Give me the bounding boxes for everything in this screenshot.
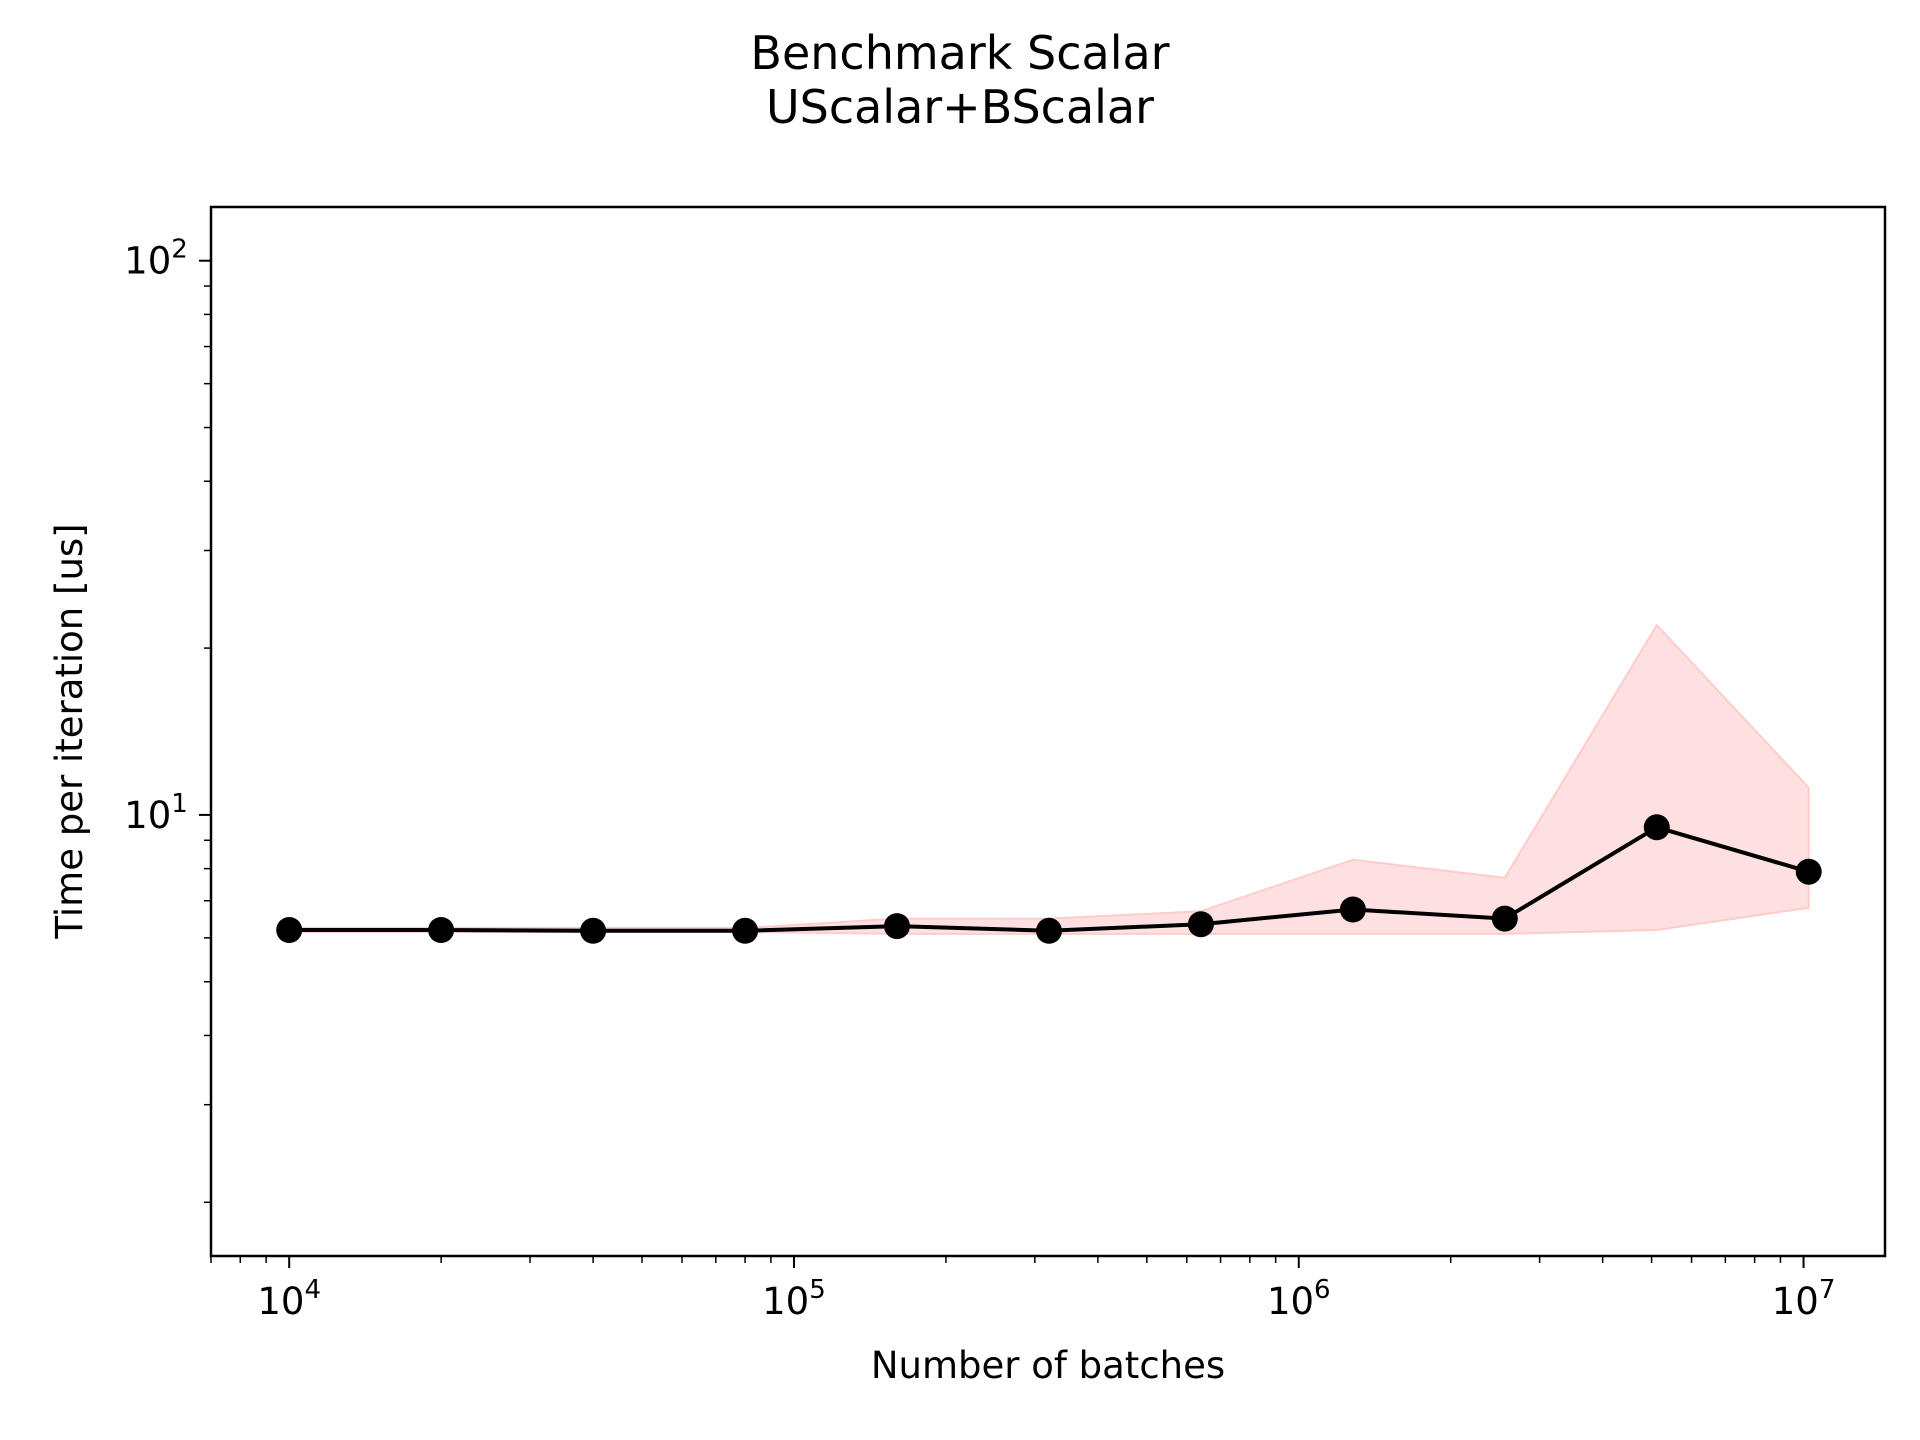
series-0-point bbox=[580, 917, 607, 944]
series-0-point bbox=[1491, 905, 1518, 932]
y-tick-label: 102 bbox=[124, 235, 188, 283]
plot-frame bbox=[209, 205, 1887, 1258]
chart-subtitle: UScalar+BScalar bbox=[765, 80, 1155, 134]
x-tick-label: 104 bbox=[257, 1275, 321, 1323]
y-axis-label: Time per iteration [us] bbox=[48, 523, 91, 939]
x-tick-label: 107 bbox=[1772, 1275, 1836, 1323]
series-0-point bbox=[1339, 896, 1366, 923]
series-0-point bbox=[1795, 858, 1822, 885]
x-axis-label: Number of batches bbox=[871, 1344, 1225, 1387]
plot-area bbox=[276, 623, 1822, 944]
series-0-point bbox=[884, 913, 910, 940]
x-tick-label: 106 bbox=[1267, 1275, 1331, 1323]
series-0-point bbox=[428, 917, 455, 943]
axis-ticks: 104 105 106 107 101 102 bbox=[124, 235, 1835, 1323]
series-0-point bbox=[276, 917, 303, 943]
x-tick-label: 105 bbox=[762, 1275, 826, 1323]
series-0-point bbox=[732, 917, 759, 944]
series-0-point bbox=[1643, 814, 1670, 841]
series-0-point bbox=[1036, 917, 1062, 944]
series-0-point bbox=[1187, 911, 1214, 938]
chart-title: Benchmark Scalar bbox=[750, 26, 1170, 80]
y-tick-label: 101 bbox=[124, 789, 188, 837]
series-0-band bbox=[288, 623, 1810, 935]
